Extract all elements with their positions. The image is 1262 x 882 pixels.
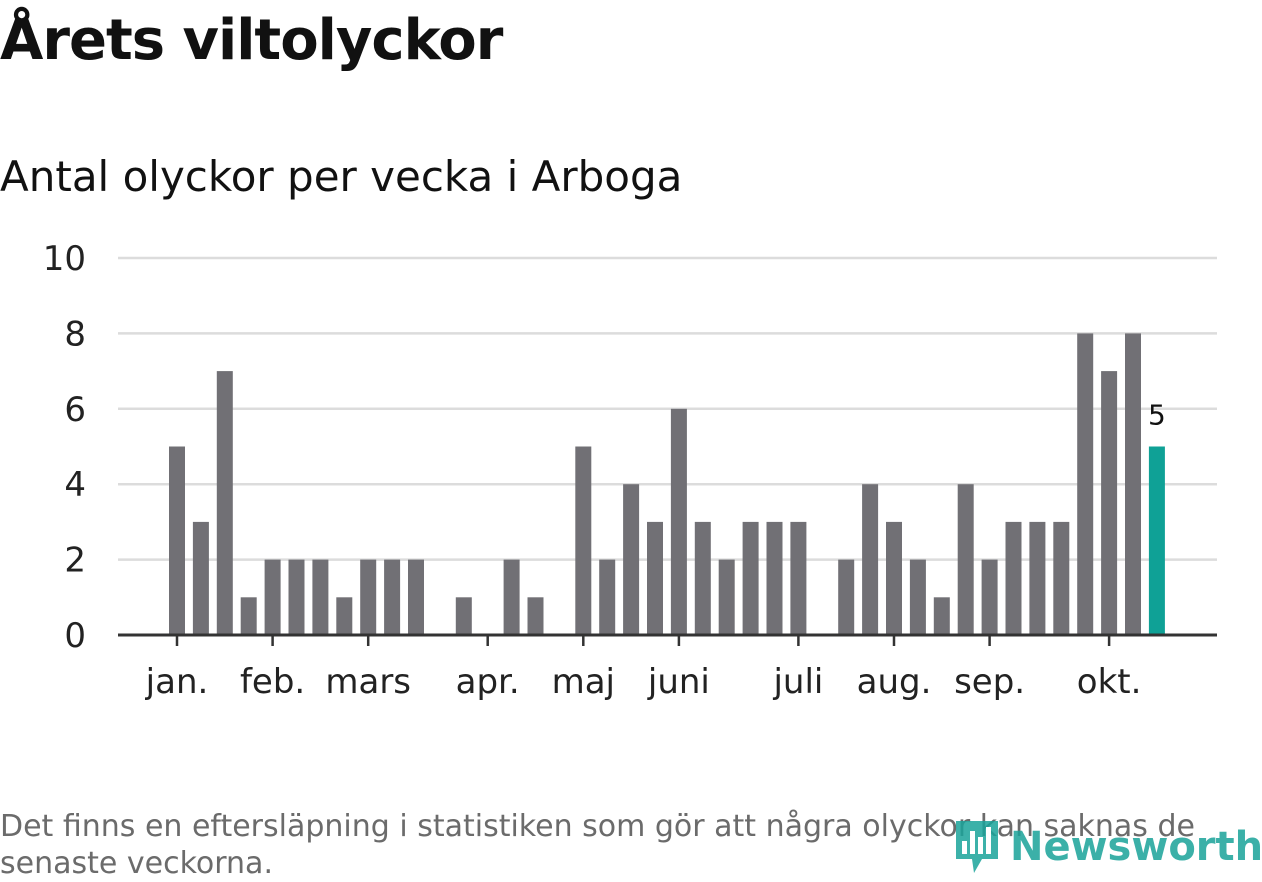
x-tick-label: jan. bbox=[145, 662, 209, 702]
bar bbox=[360, 559, 377, 635]
x-axis-ticks: jan. feb. mars apr. maj juni juli aug. sep. okt. bbox=[145, 635, 1142, 702]
bar bbox=[1005, 521, 1022, 635]
bar bbox=[336, 597, 353, 635]
gridlines bbox=[118, 256, 1217, 561]
x-tick-label: mars bbox=[325, 662, 411, 702]
bar bbox=[264, 559, 281, 635]
bar bbox=[1053, 521, 1070, 635]
x-tick-label: feb. bbox=[240, 662, 305, 702]
y-tick-label: 4 bbox=[64, 465, 86, 505]
bar bbox=[240, 597, 257, 635]
brand-logo: Newsworthy bbox=[952, 816, 1262, 878]
x-tick-label: sep. bbox=[954, 662, 1025, 702]
bar bbox=[1101, 371, 1118, 635]
bar bbox=[623, 484, 640, 635]
bar bbox=[718, 559, 735, 635]
x-tick-label: juli bbox=[772, 662, 823, 702]
y-tick-label: 0 bbox=[64, 616, 86, 656]
x-tick-label: maj bbox=[552, 662, 615, 702]
bar bbox=[981, 559, 998, 635]
bar-highlight bbox=[1148, 446, 1165, 635]
bar bbox=[1029, 521, 1046, 635]
bar bbox=[838, 559, 855, 635]
newsworthy-logo-icon bbox=[956, 821, 998, 873]
bar bbox=[288, 559, 305, 635]
bar-data-label: 5 bbox=[1148, 399, 1166, 432]
bar bbox=[216, 371, 233, 635]
y-tick-label: 8 bbox=[64, 314, 86, 354]
chart-subtitle: Antal olyckor per vecka i Arboga bbox=[0, 152, 683, 201]
bar bbox=[694, 521, 711, 635]
bar bbox=[886, 521, 902, 635]
bar bbox=[599, 559, 616, 635]
x-tick-label: okt. bbox=[1077, 662, 1142, 702]
y-tick-label: 6 bbox=[64, 390, 86, 430]
bar bbox=[169, 446, 185, 635]
x-tick-label: aug. bbox=[857, 662, 932, 702]
y-tick-label: 2 bbox=[64, 541, 86, 581]
bar bbox=[766, 521, 783, 635]
bar-chart: 0 2 4 6 8 10 jan. feb. mars apr. maj juni juli aug. s… bbox=[43, 239, 1217, 702]
y-axis-ticks: 0 2 4 6 8 10 bbox=[43, 239, 86, 656]
bar bbox=[742, 521, 759, 635]
bar bbox=[455, 597, 472, 635]
x-tick-label: apr. bbox=[456, 662, 520, 702]
bar bbox=[312, 559, 329, 635]
bar bbox=[1077, 333, 1094, 635]
bar bbox=[503, 559, 520, 635]
bar bbox=[790, 521, 807, 635]
bar bbox=[192, 521, 209, 635]
bar bbox=[408, 559, 424, 635]
brand-name: Newsworthy bbox=[1010, 824, 1262, 870]
bars bbox=[169, 333, 1165, 635]
x-tick-label: juni bbox=[647, 662, 710, 702]
bar bbox=[909, 559, 926, 635]
bar bbox=[862, 484, 879, 635]
bar bbox=[1125, 333, 1141, 635]
bar bbox=[933, 597, 950, 635]
chart-title: Årets viltolyckor bbox=[0, 8, 503, 73]
y-tick-label: 10 bbox=[43, 239, 86, 279]
bar bbox=[575, 446, 592, 635]
bar bbox=[384, 559, 401, 635]
bar bbox=[527, 597, 544, 635]
bar bbox=[647, 521, 663, 635]
bar bbox=[670, 408, 687, 635]
data-labels: 5 bbox=[1148, 399, 1166, 432]
bar bbox=[957, 484, 974, 635]
